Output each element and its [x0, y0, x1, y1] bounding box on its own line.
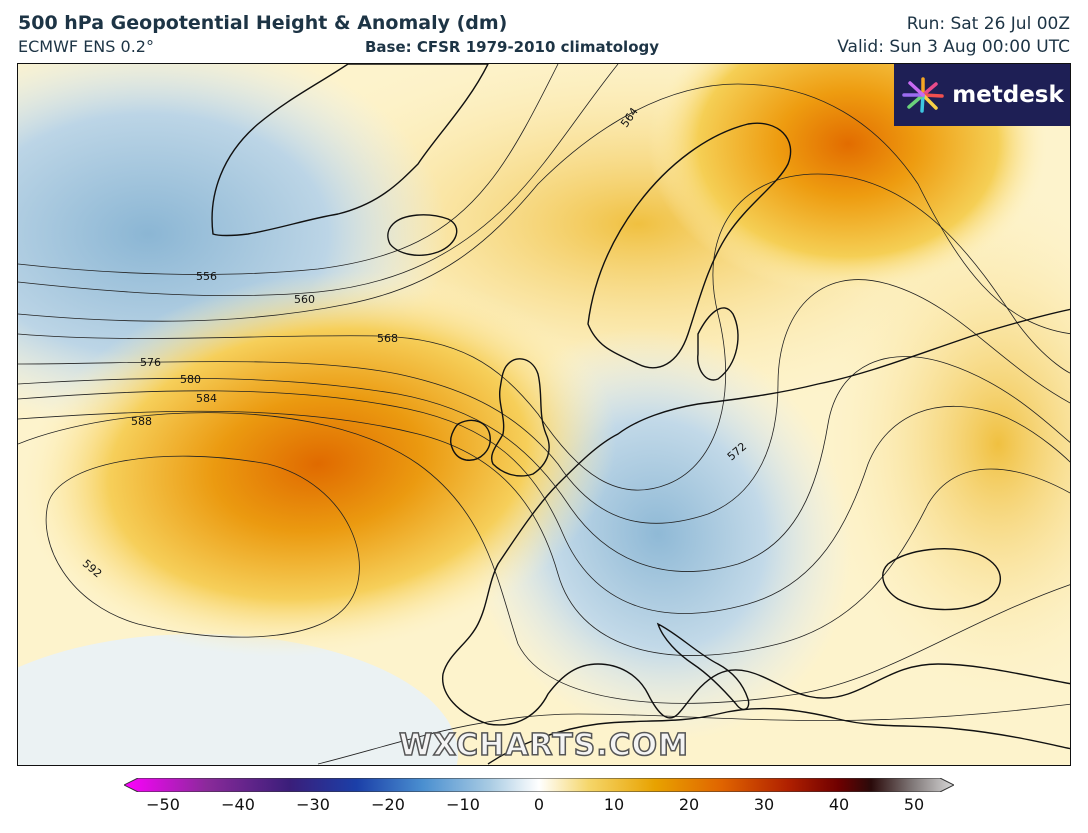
contour-label: 576	[140, 356, 161, 369]
chart-title: 500 hPa Geopotential Height & Anomaly (d…	[18, 12, 508, 34]
wxcharts-watermark: WXCHARTS.COM	[398, 727, 690, 764]
metdesk-logo: metdesk	[894, 64, 1070, 126]
height-contours	[18, 64, 1070, 765]
climatology-base-label: Base: CFSR 1979-2010 climatology	[365, 38, 660, 56]
contour-path	[18, 356, 1070, 572]
colorbar-tick: 40	[828, 795, 850, 814]
colorbar-tick: 20	[678, 795, 700, 814]
colorbar-tick: −40	[221, 795, 255, 814]
scandinavia-coast	[587, 122, 792, 369]
europe-north-coast	[557, 308, 1070, 485]
colorbar-gradient	[122, 777, 956, 793]
contour-path	[18, 83, 1070, 335]
italy-coast	[656, 622, 750, 711]
contour-label: 580	[180, 373, 201, 386]
black-sea-coast	[882, 548, 1001, 611]
anomaly-negative-southwest	[18, 634, 458, 765]
baltic-coast	[697, 307, 739, 381]
contour-path	[18, 412, 1070, 704]
colorbar-tick: 50	[903, 795, 925, 814]
colorbar-tick: 10	[603, 795, 625, 814]
north-africa-coast	[487, 707, 1070, 765]
contour-label: 560	[294, 293, 315, 306]
map-canvas: 556 560 564 568 572 576 580 584 588 592	[18, 64, 1070, 765]
contour-path	[317, 703, 1070, 765]
anomaly-positive-atlantic-ridge	[19, 271, 617, 657]
contour-path	[18, 390, 1070, 614]
colorbar-ticks: −50 −40 −30 −20 −10 0 10 20 30 40 50	[0, 795, 1088, 819]
contour-label: 584	[196, 392, 217, 405]
contour-path	[18, 410, 1070, 656]
colorbar-tick: −50	[146, 795, 180, 814]
run-time-label: Run: Sat 26 Jul 00Z	[906, 14, 1070, 34]
contour-path	[18, 64, 619, 297]
contour-label: 588	[131, 415, 152, 428]
contour-path	[18, 64, 559, 275]
contour-path	[18, 173, 1070, 491]
contour-label: 568	[377, 332, 398, 345]
anomaly-map: 556 560 564 568 572 576 580 584 588 592	[17, 63, 1071, 766]
colorbar-tick: −30	[296, 795, 330, 814]
colorbar-svg	[122, 777, 956, 793]
colorbar-tick: −10	[446, 795, 480, 814]
colorbar-tick: 0	[533, 795, 545, 814]
contour-path	[45, 455, 360, 638]
colorbar-tick: −20	[371, 795, 405, 814]
metdesk-burst-icon	[902, 77, 944, 113]
contour-label: 556	[196, 270, 217, 283]
europe-south-coast	[442, 483, 1070, 726]
ireland-coast	[450, 419, 491, 461]
anomaly-positive-east	[818, 184, 1070, 704]
iceland-coast	[387, 214, 458, 256]
colorbar-tick: 30	[753, 795, 775, 814]
greenland-coast	[211, 64, 489, 237]
metdesk-logo-text: metdesk	[952, 82, 1064, 108]
contour-path	[18, 279, 1070, 524]
coastlines	[211, 64, 1070, 765]
british-isles-coast	[491, 358, 550, 477]
valid-time-label: Valid: Sun 3 Aug 00:00 UTC	[837, 37, 1070, 57]
anomaly-colorbar	[122, 777, 956, 793]
model-label: ECMWF ENS 0.2°	[18, 37, 154, 56]
